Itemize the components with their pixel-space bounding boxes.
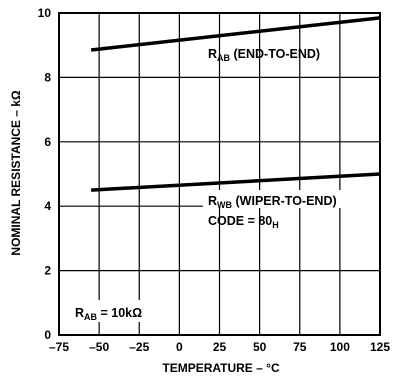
series-label-rab: RAB (END-TO-END) [208, 47, 320, 63]
x-tick-label: 25 [213, 340, 227, 354]
y-axis-title: NOMINAL RESISTANCE – kΩ [9, 90, 23, 256]
x-tick-label: 125 [370, 340, 390, 354]
y-tick-label: 2 [44, 264, 51, 278]
rab-annotation-group: RAB = 10kΩ [70, 300, 170, 322]
y-tick-label: 0 [44, 328, 51, 342]
x-tick-label: –25 [129, 340, 149, 354]
y-tick-label: 6 [44, 135, 51, 149]
x-tick-label: 100 [330, 340, 350, 354]
rab-annotation: RAB = 10kΩ [75, 306, 142, 322]
x-tick-label: –50 [89, 340, 109, 354]
series-label-rwb: RWB (WIPER-TO-END) [208, 194, 337, 210]
x-axis-title: TEMPERATURE – °C [162, 361, 280, 375]
series-label-rwb-group: RWB (WIPER-TO-END) [203, 190, 379, 210]
x-tick-label: 0 [176, 340, 183, 354]
y-tick-label: 4 [44, 199, 51, 213]
code-annotation: CODE = 80H [208, 214, 279, 230]
y-tick-label: 8 [44, 70, 51, 84]
x-tick-label: 50 [253, 340, 267, 354]
y-tick-label: 10 [38, 6, 52, 20]
series-line-ab [90, 16, 381, 52]
y-tick-labels: 0 2 4 6 8 10 [38, 6, 52, 342]
series-line-wb [91, 172, 381, 192]
plot-frame [58, 12, 381, 336]
x-tick-label: –75 [49, 340, 69, 354]
x-tick-labels: –75 –50 –25 0 25 50 75 100 125 [49, 340, 390, 354]
x-tick-label: 75 [293, 340, 307, 354]
series-lines [90, 16, 381, 192]
